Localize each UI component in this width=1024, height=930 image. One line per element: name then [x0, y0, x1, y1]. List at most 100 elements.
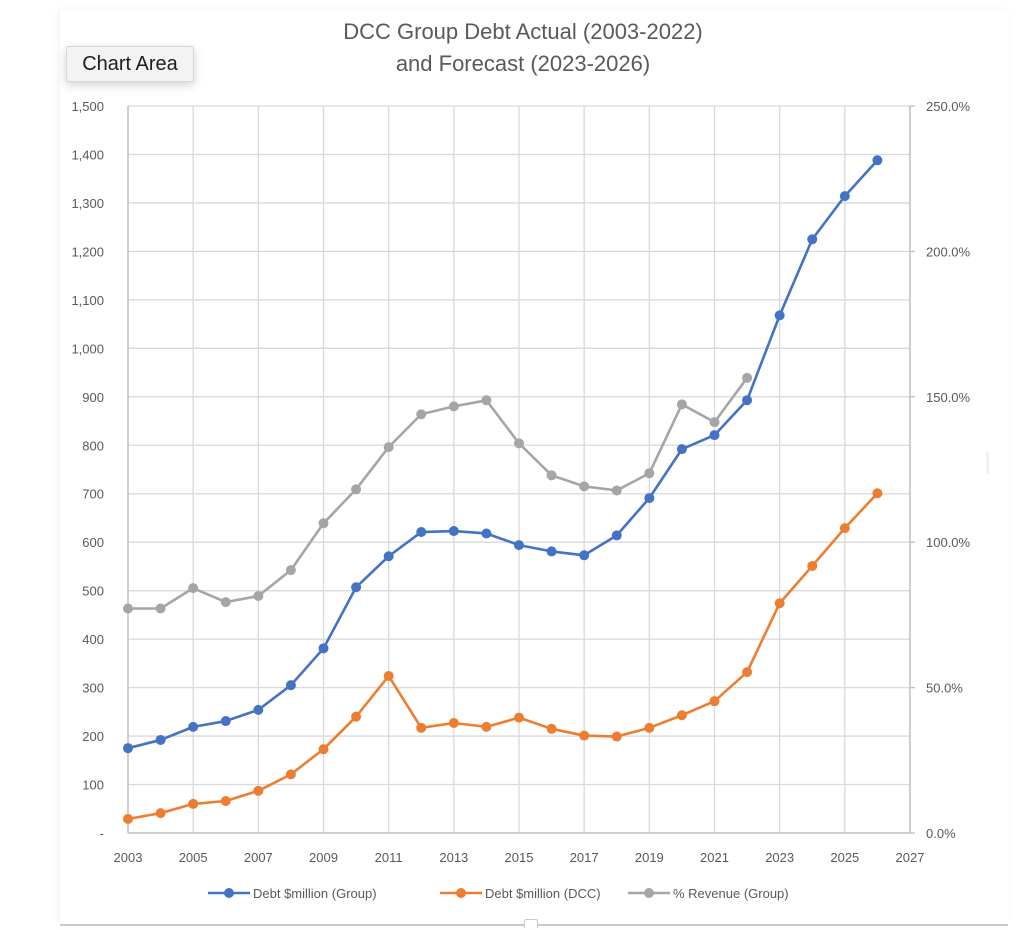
legend-marker: [224, 888, 234, 898]
data-point: [709, 696, 720, 707]
data-point: [839, 523, 850, 534]
x-axis-tick-label: 2027: [896, 850, 925, 865]
data-point: [546, 723, 557, 734]
data-point: [285, 680, 296, 691]
data-point: [481, 395, 492, 406]
data-point: [676, 710, 687, 721]
y2-axis-tick-label: 100.0%: [926, 535, 971, 550]
data-point: [514, 540, 524, 551]
data-point: [611, 530, 622, 541]
y-axis-tick-label: 400: [82, 632, 104, 647]
data-point: [416, 409, 427, 420]
chart-title-line-2: and Forecast (2023-2026): [396, 51, 650, 76]
data-point: [155, 808, 166, 819]
y-axis-tick-label: 300: [82, 681, 104, 696]
data-point: [579, 550, 590, 561]
data-point: [774, 598, 785, 609]
data-point: [644, 493, 655, 504]
x-axis-tick-label: 2009: [309, 850, 338, 865]
y-axis-tick-label: 1,100: [71, 293, 104, 308]
data-point: [285, 769, 296, 780]
axes: - 100 200 300 400 500 600 700 800 900 1,000 1,100 1,…: [71, 99, 970, 865]
data-point: [644, 468, 655, 479]
legend-item-0: Debt $million (Group): [208, 886, 377, 901]
data-point: [351, 484, 362, 495]
data-point: [448, 401, 459, 412]
y-axis-tick-label: 700: [82, 487, 104, 502]
x-axis-tick-label: 2013: [439, 850, 468, 865]
data-point: [807, 560, 818, 571]
data-point: [481, 721, 492, 732]
x-axis-tick-label: 2019: [635, 850, 664, 865]
x-axis-tick-label: 2017: [570, 850, 599, 865]
series-line: [127, 492, 879, 821]
data-point: [546, 470, 557, 481]
x-axis-tick-label: 2007: [244, 850, 273, 865]
data-point: [351, 582, 362, 593]
data-point: [676, 444, 687, 455]
data-point: [807, 234, 818, 245]
gridlines: [128, 105, 910, 833]
data-point: [318, 744, 329, 755]
series-0: [123, 155, 883, 754]
x-axis-tick-label: 2003: [114, 850, 143, 865]
data-point: [839, 191, 850, 202]
data-point: [318, 518, 329, 529]
legend: Debt $million (Group) Debt $million (DCC)…: [208, 886, 789, 901]
data-point: [155, 734, 166, 745]
data-point: [709, 417, 720, 428]
data-point: [448, 526, 459, 537]
y-axis-tick-label: 800: [82, 438, 104, 453]
y2-axis-tick-label: 0.0%: [926, 826, 956, 841]
data-point: [123, 603, 133, 614]
data-point: [351, 711, 362, 722]
resize-handle-right[interactable]: [986, 452, 989, 474]
y-axis-tick-label: 1,400: [71, 147, 104, 162]
data-point: [481, 528, 492, 539]
legend-item-1: Debt $million (DCC): [440, 886, 601, 901]
data-point: [611, 485, 622, 496]
y2-axis-tick-label: 200.0%: [926, 244, 971, 259]
data-point: [253, 704, 264, 715]
y-axis-tick-label: -: [100, 826, 104, 841]
data-point: [318, 643, 329, 654]
data-point: [383, 551, 394, 562]
data-point: [383, 670, 394, 681]
x-axis-tick-label: 2021: [700, 850, 729, 865]
data-point: [416, 527, 427, 538]
data-point: [872, 488, 883, 499]
x-axis-tick-label: 2015: [505, 850, 534, 865]
y-axis-tick-label: 1,300: [71, 196, 104, 211]
data-point: [644, 722, 655, 733]
data-point: [123, 743, 133, 754]
data-point: [123, 813, 133, 824]
data-point: [514, 438, 524, 449]
y-axis-tick-label: 600: [82, 535, 104, 550]
data-point: [220, 716, 231, 727]
data-point: [774, 310, 785, 321]
y-axis-tick-label: 1,200: [71, 244, 104, 259]
data-point: [579, 481, 590, 492]
legend-label: Debt $million (Group): [253, 886, 377, 901]
series-line: [128, 377, 749, 610]
y-axis-tick-label: 900: [82, 390, 104, 405]
data-point: [188, 798, 199, 809]
data-point: [416, 722, 427, 733]
chart-area[interactable]: [60, 10, 1008, 925]
data-point: [546, 546, 557, 557]
legend-item-2: % Revenue (Group): [628, 886, 789, 901]
series-1: [123, 488, 883, 824]
data-point: [709, 430, 720, 441]
x-axis-tick-label: 2011: [375, 850, 403, 865]
y-axis-tick-label: 500: [82, 584, 104, 599]
y-axis-tick-label: 1,000: [71, 341, 104, 356]
legend-label: Debt $million (DCC): [485, 886, 601, 901]
resize-handle-bottom[interactable]: [524, 919, 538, 928]
data-point: [220, 796, 231, 807]
y2-axis-tick-label: 250.0%: [926, 99, 971, 114]
data-point: [253, 590, 264, 601]
y-axis-tick-label: 100: [82, 778, 104, 793]
data-point: [383, 442, 394, 453]
y2-axis-tick-label: 50.0%: [926, 681, 963, 696]
